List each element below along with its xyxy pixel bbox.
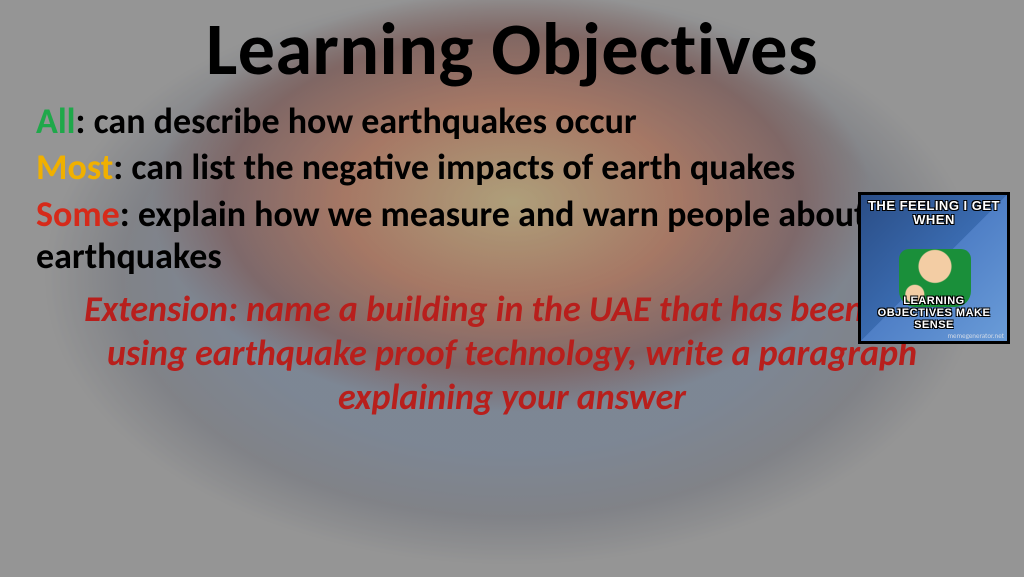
objective-some-prefix: Some — [36, 192, 120, 236]
objective-some: Some: explain how we measure and warn pe… — [36, 193, 896, 278]
objective-all-text: : can describe how earthquakes occur — [76, 99, 637, 143]
objective-all: All: can describe how earthquakes occur — [36, 100, 896, 142]
objective-most: Most: can list the negative impacts of e… — [36, 146, 896, 188]
slide: Learning Objectives All: can describe ho… — [0, 0, 1024, 577]
objective-most-prefix: Most — [36, 145, 113, 189]
objective-some-text: : explain how we measure and warn people… — [36, 192, 867, 278]
slide-title: Learning Objectives — [36, 4, 988, 94]
objective-most-text: : can list the negative impacts of earth… — [113, 145, 795, 189]
meme-bottom-text: LEARNING OBJECTIVES MAKE SENSE — [861, 295, 1007, 331]
objective-all-prefix: All — [36, 99, 76, 143]
extension-text: Extension: name a building in the UAE th… — [36, 288, 988, 420]
meme-image: THE FEELING I GET WHEN LEARNING OBJECTIV… — [858, 192, 1010, 344]
meme-credit: memegenerator.net — [947, 331, 1004, 340]
meme-top-text: THE FEELING I GET WHEN — [861, 199, 1007, 226]
